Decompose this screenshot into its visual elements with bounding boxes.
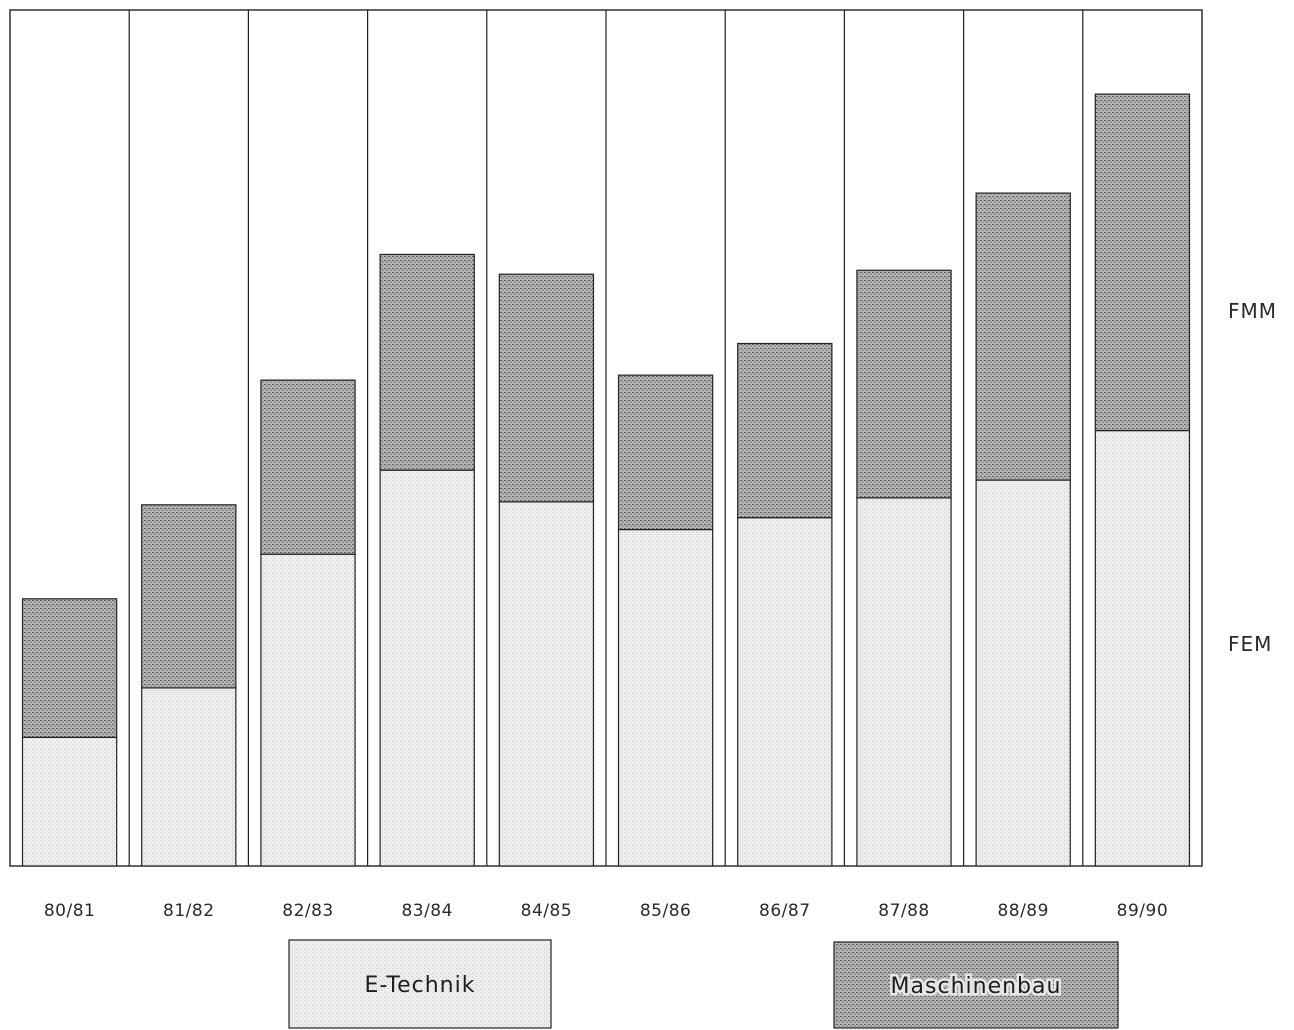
column-dividers — [128, 10, 1084, 866]
x-tick-label: 85/86 — [640, 901, 692, 921]
legend-swatch-e-technik — [288, 939, 552, 1029]
x-tick-label: 82/83 — [282, 901, 334, 921]
x-tick-label: 81/82 — [163, 901, 215, 921]
x-tick-label: 83/84 — [401, 901, 453, 921]
bar-segment-e-technik-86-87 — [737, 517, 833, 867]
x-tick-labels: 80/81 81/82 82/83 83/84 84/85 85/86 86/87 87/88… — [44, 901, 1168, 921]
bar-segment-e-technik-82-83 — [260, 553, 356, 867]
x-tick-label: 80/81 — [44, 901, 96, 921]
bar-segment-e-technik-81-82 — [141, 687, 237, 867]
bar-segment-maschinenbau-86-87 — [737, 342, 833, 519]
bar-segment-maschinenbau-89-90 — [1094, 93, 1191, 432]
bar-segment-maschinenbau-80-81 — [21, 598, 118, 738]
x-tick-label: 87/88 — [878, 901, 930, 921]
right-label-fmm: FMM — [1228, 299, 1277, 323]
bars-group — [21, 93, 1191, 867]
bar-segment-e-technik-89-90 — [1094, 429, 1191, 867]
legend-label-e-technik: E-Technik — [365, 973, 476, 998]
bar-segment-e-technik-84-85 — [498, 501, 595, 867]
bar-segment-maschinenbau-84-85 — [498, 273, 595, 503]
bar-segment-maschinenbau-85-86 — [617, 374, 714, 531]
x-tick-label: 89/90 — [1117, 901, 1169, 921]
bar-segment-e-technik-88-89 — [975, 479, 1071, 867]
x-tick-label: 88/89 — [997, 901, 1049, 921]
bar-segment-maschinenbau-83-84 — [379, 253, 475, 471]
legend-label-maschinenbau: Maschinenbau — [891, 974, 1062, 999]
bar-segment-maschinenbau-87-88 — [856, 269, 952, 499]
bar-segment-e-technik-80-81 — [21, 736, 118, 867]
x-tick-label: 84/85 — [521, 901, 573, 921]
bar-segment-e-technik-87-88 — [856, 497, 952, 867]
legend: E-Technik Maschinenbau — [288, 939, 1119, 1029]
bar-segment-maschinenbau-82-83 — [260, 379, 356, 555]
right-label-fem: FEM — [1228, 632, 1272, 656]
bar-segment-maschinenbau-81-82 — [141, 504, 237, 689]
x-tick-label: 86/87 — [759, 901, 811, 921]
bar-segment-e-technik-83-84 — [379, 469, 475, 867]
bar-segment-e-technik-85-86 — [617, 528, 714, 867]
legend-swatch-maschinenbau — [833, 941, 1119, 1029]
bar-segment-maschinenbau-88-89 — [975, 192, 1071, 481]
